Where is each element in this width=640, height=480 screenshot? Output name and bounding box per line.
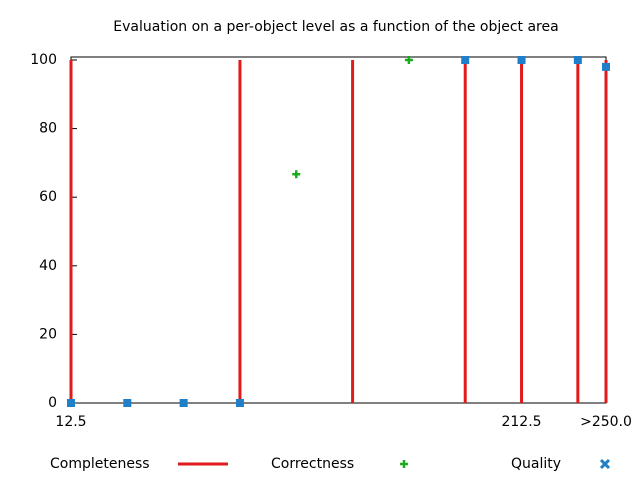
legend-label: Completeness	[50, 456, 150, 472]
plot-frame	[70, 56, 607, 404]
square-point	[235, 399, 244, 407]
y-tick-label: 100	[30, 52, 57, 68]
legend-label: Quality	[511, 456, 561, 472]
legend-label: Correctness	[271, 456, 354, 472]
y-tick-label: 0	[48, 395, 57, 411]
x-tick-label: 12.5	[55, 414, 86, 430]
square-point	[179, 399, 188, 407]
chart-title: Evaluation on a per-object level as a fu…	[113, 19, 558, 35]
square-point	[461, 56, 470, 64]
square-point	[573, 56, 582, 64]
plus-point	[404, 56, 413, 64]
x-tick-label: >250.0	[580, 414, 632, 430]
plus-point	[292, 170, 301, 179]
square-point	[517, 56, 526, 64]
square-point	[602, 62, 610, 71]
x-tick-label: 212.5	[501, 414, 541, 430]
square-point	[123, 399, 132, 407]
square-point	[67, 399, 75, 407]
y-tick-label: 80	[39, 121, 57, 137]
legend-swatch	[599, 458, 611, 470]
y-tick-label: 20	[39, 326, 57, 342]
y-tick-label: 40	[39, 258, 57, 274]
y-tick-label: 60	[39, 189, 57, 205]
legend-swatch	[400, 460, 408, 468]
